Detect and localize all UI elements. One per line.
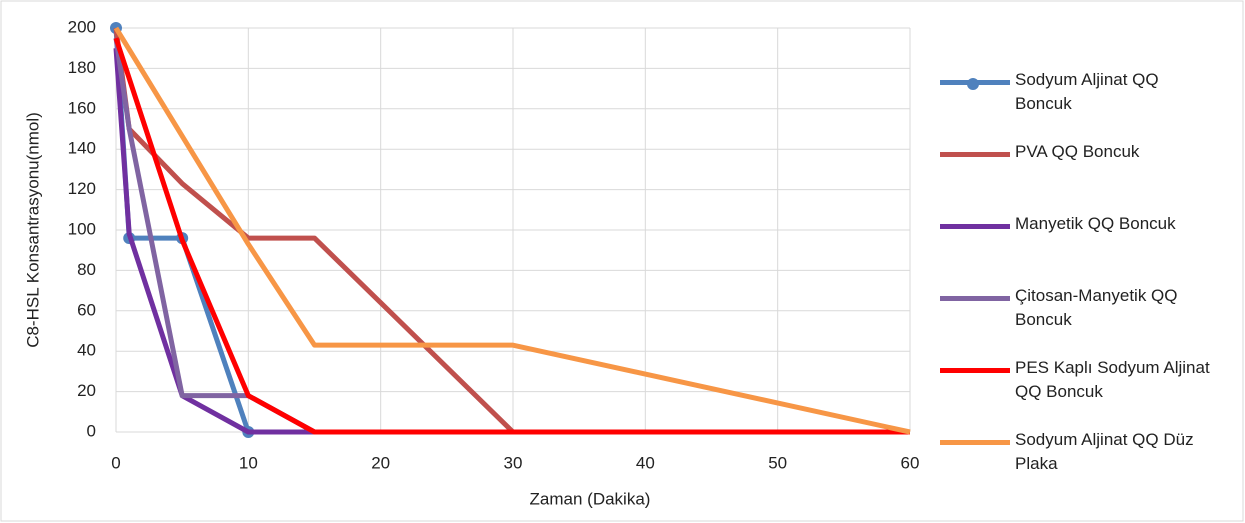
legend-label: Çitosan-Manyetik QQ Boncuk [1015, 286, 1178, 329]
series-line [113, 37, 910, 435]
y-tick-label: 200 [68, 17, 96, 36]
legend-label: Manyetik QQ Boncuk [1015, 214, 1176, 233]
x-tick-label: 20 [371, 453, 390, 472]
legend-label: Sodyum Aljinat QQ Düz Plaka [1015, 430, 1194, 473]
legend-label: PES Kaplı Sodyum Aljinat QQ Boncuk [1015, 358, 1210, 401]
y-tick-label: 160 [68, 98, 96, 117]
legend-swatch [940, 78, 1010, 90]
legend-item: PVA QQ Boncuk [940, 140, 1240, 212]
y-tick-label: 180 [68, 58, 96, 77]
y-axis-title: C8-HSL Konsantrasyonu(nmol) [23, 112, 42, 348]
legend-item: Manyetik QQ Boncuk [940, 212, 1240, 284]
legend-item: Sodyum Aljinat QQ Boncuk [940, 68, 1240, 140]
y-tick-label: 0 [87, 421, 96, 440]
y-tick-label: 60 [77, 300, 96, 319]
y-tick-label: 20 [77, 381, 96, 400]
x-tick-label: 10 [239, 453, 258, 472]
x-tick-label: 60 [901, 453, 920, 472]
legend-item: Çitosan-Manyetik QQ Boncuk [940, 284, 1240, 356]
y-tick-label: 140 [68, 139, 96, 158]
legend: Sodyum Aljinat QQ Boncuk PVA QQ Boncuk Man… [940, 68, 1240, 500]
y-tick-label: 120 [68, 179, 96, 198]
legend-swatch [940, 224, 1010, 229]
y-tick-label: 100 [68, 219, 96, 238]
x-tick-label: 50 [768, 453, 787, 472]
x-tick-label: 30 [504, 453, 523, 472]
legend-item: PES Kaplı Sodyum Aljinat QQ Boncuk [940, 356, 1240, 428]
legend-marker [967, 78, 979, 90]
series-line [113, 26, 911, 435]
x-tick-label: 0 [111, 453, 120, 472]
legend-swatch [940, 440, 1010, 445]
legend-item: Sodyum Aljinat QQ Düz Plaka [940, 428, 1240, 500]
legend-label: PVA QQ Boncuk [1015, 142, 1140, 161]
x-tick-label: 40 [636, 453, 655, 472]
y-tick-label: 40 [77, 341, 96, 360]
legend-swatch [940, 152, 1010, 157]
y-tick-label: 80 [77, 260, 96, 279]
x-axis-title: Zaman (Dakika) [530, 489, 651, 508]
legend-swatch [940, 368, 1010, 373]
legend-label: Sodyum Aljinat QQ Boncuk [1015, 70, 1159, 113]
legend-swatch [940, 296, 1010, 301]
